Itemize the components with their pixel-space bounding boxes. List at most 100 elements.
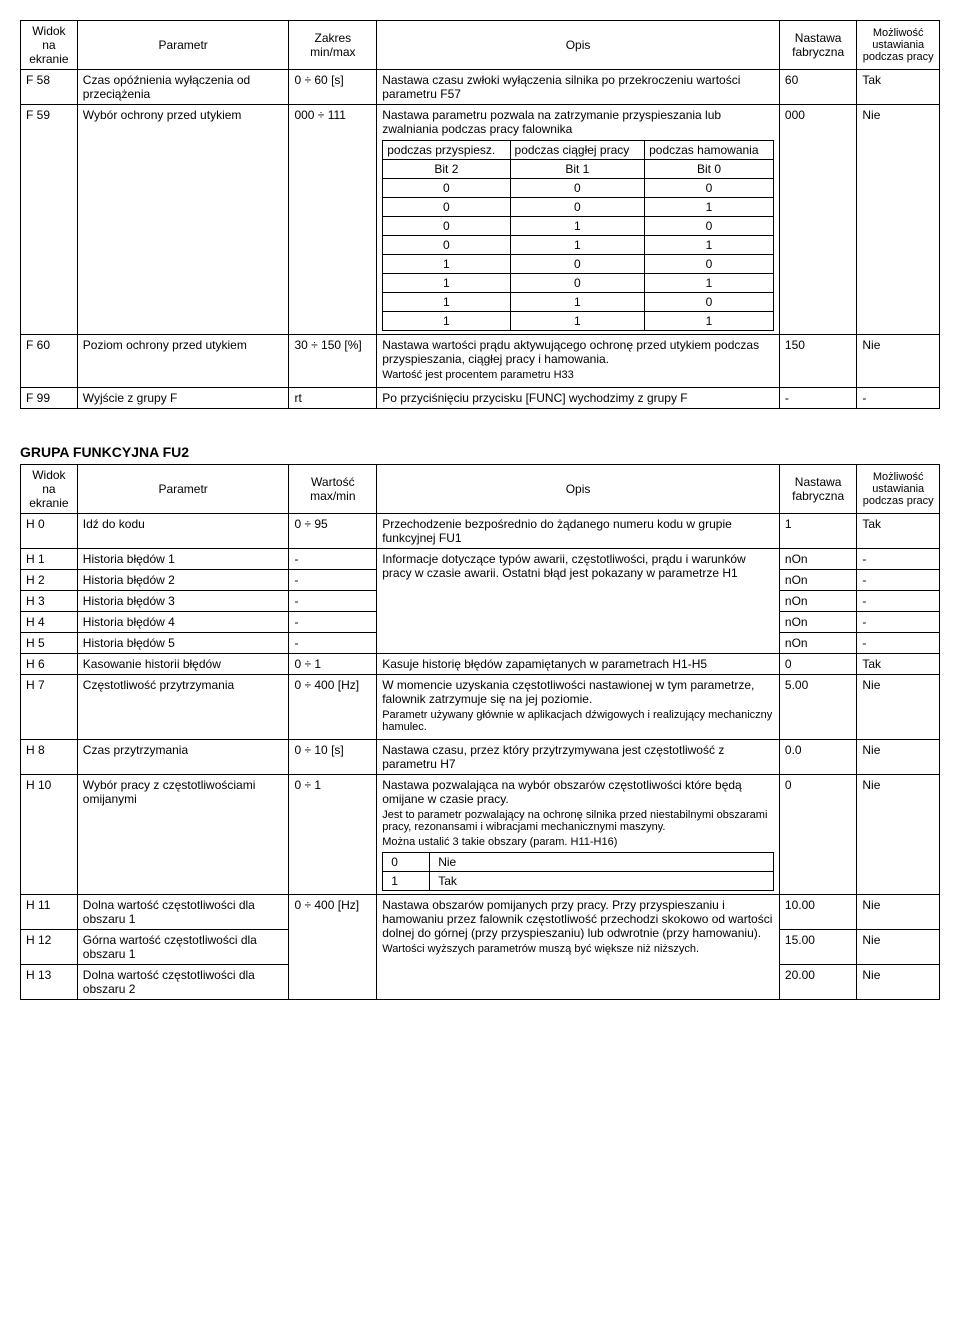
cell-fact: 150 — [779, 335, 856, 388]
header-fact: Nastawa fabryczna — [779, 21, 856, 70]
cell-range: - — [289, 549, 377, 570]
cell-desc: Nastawa czasu zwłoki wyłączenia silnika … — [377, 70, 780, 105]
cell-param: Historia błędów 1 — [77, 549, 289, 570]
desc-text: Nastawa obszarów pomijanych przy pracy. … — [382, 898, 774, 940]
cell-desc: Przechodzenie bezpośrednio do żądanego n… — [377, 514, 780, 549]
section-title-fu2: GRUPA FUNKCYJNA FU2 — [20, 444, 940, 460]
cell-runt: Tak — [857, 514, 940, 549]
table-row: H 10 Wybór pracy z częstotliwościami omi… — [21, 775, 940, 895]
cell-code: H 7 — [21, 675, 78, 740]
header-desc: Opis — [377, 21, 780, 70]
bit-subtable: podczas przyspiesz. podczas ciągłej prac… — [382, 140, 774, 331]
cell-param: Historia błędów 2 — [77, 570, 289, 591]
cell-code: H 3 — [21, 591, 78, 612]
bit-cell: 0 — [510, 274, 645, 293]
cell-desc: Informacje dotyczące typów awarii, częst… — [377, 549, 780, 654]
cell-param: Czas opóźnienia wyłączenia od przeciążen… — [77, 70, 289, 105]
header-range: Wartość max/min — [289, 465, 377, 514]
cell-param: Dolna wartość częstotliwości dla obszaru… — [77, 895, 289, 930]
cell-param: Wyjście z grupy F — [77, 388, 289, 409]
cell-param: Idź do kodu — [77, 514, 289, 549]
cell-fact: 10.00 — [779, 895, 856, 930]
header-runtime: Możliwość ustawiania podczas pracy — [857, 21, 940, 70]
cell-fact: 0.0 — [779, 740, 856, 775]
cell-code: H 4 — [21, 612, 78, 633]
header-fact: Nastawa fabryczna — [779, 465, 856, 514]
cell-range: 0 ÷ 1 — [289, 775, 377, 895]
bit-cell: 0 — [645, 255, 774, 274]
cell-fact: 1 — [779, 514, 856, 549]
cell-fact: - — [779, 388, 856, 409]
desc-text: Nastawa pozwalająca na wybór obszarów cz… — [382, 778, 774, 806]
cell-runt: Nie — [857, 335, 940, 388]
cell-param: Czas przytrzymania — [77, 740, 289, 775]
table-row: F 59 Wybór ochrony przed utykiem 000 ÷ 1… — [21, 105, 940, 335]
cell-code: H 2 — [21, 570, 78, 591]
cell-desc: Po przyciśnięciu przycisku [FUNC] wychod… — [377, 388, 780, 409]
cell-runt: Nie — [857, 895, 940, 930]
bit-header: podczas hamowania — [645, 141, 774, 160]
cell-code: F 58 — [21, 70, 78, 105]
cell-runt: - — [857, 388, 940, 409]
table-row: F 60 Poziom ochrony przed utykiem 30 ÷ 1… — [21, 335, 940, 388]
bit-cell: 0 — [510, 255, 645, 274]
cell-param: Wybór pracy z częstotliwościami omijanym… — [77, 775, 289, 895]
opt-val: Nie — [430, 853, 774, 872]
cell-desc: Nastawa pozwalająca na wybór obszarów cz… — [377, 775, 780, 895]
cell-code: H 0 — [21, 514, 78, 549]
desc-text-small: Parametr używany głównie w aplikacjach d… — [382, 709, 774, 733]
cell-fact: 20.00 — [779, 965, 856, 1000]
cell-param: Wybór ochrony przed utykiem — [77, 105, 289, 335]
table-row: H 7 Częstotliwość przytrzymania 0 ÷ 400 … — [21, 675, 940, 740]
header-param: Parametr — [77, 465, 289, 514]
cell-range: 000 ÷ 111 — [289, 105, 377, 335]
cell-runt: Nie — [857, 775, 940, 895]
cell-code: H 12 — [21, 930, 78, 965]
cell-range: 0 ÷ 1 — [289, 654, 377, 675]
table-row: H 6 Kasowanie historii błędów 0 ÷ 1 Kasu… — [21, 654, 940, 675]
bit-cell: 0 — [383, 179, 510, 198]
cell-code: F 60 — [21, 335, 78, 388]
cell-fact: 0 — [779, 654, 856, 675]
bit-header: podczas przyspiesz. — [383, 141, 510, 160]
desc-text: W momencie uzyskania częstotliwości nast… — [382, 678, 774, 706]
cell-runt: Nie — [857, 965, 940, 1000]
cell-fact: nOn — [779, 612, 856, 633]
bit-cell: 0 — [383, 217, 510, 236]
table-header-row: Widok na ekranie Parametr Wartość max/mi… — [21, 465, 940, 514]
parameter-table-f: Widok na ekranie Parametr Zakres min/max… — [20, 20, 940, 409]
cell-fact: 5.00 — [779, 675, 856, 740]
cell-code: F 99 — [21, 388, 78, 409]
bit-cell: 0 — [645, 293, 774, 312]
cell-fact: 15.00 — [779, 930, 856, 965]
cell-range: 0 ÷ 60 [s] — [289, 70, 377, 105]
cell-code: F 59 — [21, 105, 78, 335]
cell-range: 0 ÷ 10 [s] — [289, 740, 377, 775]
table-header-row: Widok na ekranie Parametr Zakres min/max… — [21, 21, 940, 70]
desc-text: Nastawa parametru pozwala na zatrzymanie… — [382, 108, 774, 136]
opt-key: 0 — [383, 853, 430, 872]
cell-range: 0 ÷ 400 [Hz] — [289, 675, 377, 740]
header-desc: Opis — [377, 465, 780, 514]
cell-range: rt — [289, 388, 377, 409]
bit-cell: 0 — [510, 198, 645, 217]
cell-code: H 13 — [21, 965, 78, 1000]
cell-code: H 5 — [21, 633, 78, 654]
cell-range: 0 ÷ 95 — [289, 514, 377, 549]
header-code: Widok na ekranie — [21, 21, 78, 70]
header-runtime: Możliwość ustawiania podczas pracy — [857, 465, 940, 514]
options-subtable: 0 Nie 1 Tak — [382, 852, 774, 891]
bit-cell: 0 — [383, 236, 510, 255]
cell-param: Częstotliwość przytrzymania — [77, 675, 289, 740]
bit-cell: 1 — [510, 236, 645, 255]
bit-cell: 1 — [510, 217, 645, 236]
header-range: Zakres min/max — [289, 21, 377, 70]
table-row: H 8 Czas przytrzymania 0 ÷ 10 [s] Nastaw… — [21, 740, 940, 775]
cell-param: Dolna wartość częstotliwości dla obszaru… — [77, 965, 289, 1000]
cell-range: 0 ÷ 400 [Hz] — [289, 895, 377, 1000]
table-row: H 11 Dolna wartość częstotliwości dla ob… — [21, 895, 940, 930]
desc-text-small: Wartości wyższych parametrów muszą być w… — [382, 943, 774, 955]
cell-runt: - — [857, 591, 940, 612]
opt-val: Tak — [430, 872, 774, 891]
bit-cell: 1 — [645, 274, 774, 293]
